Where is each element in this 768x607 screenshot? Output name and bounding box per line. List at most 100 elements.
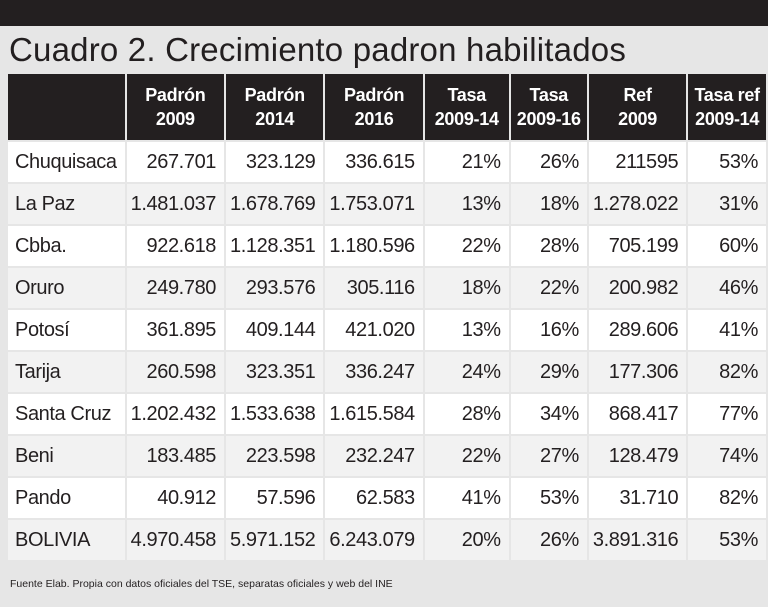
header-cell-tasa-2009-16: Tasa 2009-16: [510, 74, 587, 140]
value-cell: 40.912: [126, 478, 225, 518]
table-row: Chuquisaca 267.701 323.129 336.615 21% 2…: [8, 142, 766, 182]
table-row: Pando 40.912 57.596 62.583 41% 53% 31.71…: [8, 478, 766, 518]
value-cell: 18%: [424, 268, 509, 308]
value-cell: 82%: [688, 478, 766, 518]
value-cell: 34%: [510, 394, 587, 434]
value-cell: 5.971.152: [226, 520, 324, 560]
value-cell: 53%: [510, 478, 587, 518]
value-cell: 289.606: [588, 310, 687, 350]
header-cell-ref-2009: Ref 2009: [588, 74, 687, 140]
value-cell: 249.780: [126, 268, 225, 308]
region-cell: Pando: [8, 478, 125, 518]
value-cell: 1.481.037: [126, 184, 225, 224]
table-row: Oruro 249.780 293.576 305.116 18% 22% 20…: [8, 268, 766, 308]
header-cell-region: [8, 74, 125, 140]
value-cell: 3.891.316: [588, 520, 687, 560]
value-cell: 336.247: [325, 352, 423, 392]
region-cell: Beni: [8, 436, 125, 476]
value-cell: 13%: [424, 310, 509, 350]
value-cell: 305.116: [325, 268, 423, 308]
value-cell: 336.615: [325, 142, 423, 182]
value-cell: 41%: [688, 310, 766, 350]
value-cell: 6.243.079: [325, 520, 423, 560]
value-cell: 1.128.351: [226, 226, 324, 266]
value-cell: 183.485: [126, 436, 225, 476]
header-cell-padron-2016: Padrón 2016: [325, 74, 423, 140]
value-cell: 31%: [688, 184, 766, 224]
value-cell: 53%: [688, 142, 766, 182]
value-cell: 60%: [688, 226, 766, 266]
value-cell: 1.278.022: [588, 184, 687, 224]
value-cell: 13%: [424, 184, 509, 224]
value-cell: 28%: [424, 394, 509, 434]
region-cell: Oruro: [8, 268, 125, 308]
table-title: Cuadro 2. Crecimiento padron habilitados: [9, 31, 627, 68]
table-row: Tarija 260.598 323.351 336.247 24% 29% 1…: [8, 352, 766, 392]
value-cell: 22%: [510, 268, 587, 308]
growth-table: Padrón 2009 Padrón 2014 Padrón 2016 Tasa 200…: [6, 72, 768, 562]
source-note: Fuente Elab. Propia con datos oficiales …: [10, 578, 393, 590]
region-cell: BOLIVIA: [8, 520, 125, 560]
value-cell: 1.615.584: [325, 394, 423, 434]
value-cell: 922.618: [126, 226, 225, 266]
top-bar: [0, 0, 768, 26]
table-row: Santa Cruz 1.202.432 1.533.638 1.615.584…: [8, 394, 766, 434]
value-cell: 26%: [510, 142, 587, 182]
header-cell-padron-2009: Padrón 2009: [126, 74, 225, 140]
value-cell: 22%: [424, 436, 509, 476]
value-cell: 4.970.458: [126, 520, 225, 560]
header-cell-tasa-ref-2009-14: Tasa ref 2009-14: [688, 74, 766, 140]
value-cell: 1.180.596: [325, 226, 423, 266]
value-cell: 77%: [688, 394, 766, 434]
value-cell: 26%: [510, 520, 587, 560]
value-cell: 223.598: [226, 436, 324, 476]
value-cell: 62.583: [325, 478, 423, 518]
value-cell: 868.417: [588, 394, 687, 434]
region-cell: Potosí: [8, 310, 125, 350]
value-cell: 46%: [688, 268, 766, 308]
value-cell: 16%: [510, 310, 587, 350]
header-cell-tasa-2009-14: Tasa 2009-14: [424, 74, 509, 140]
value-cell: 82%: [688, 352, 766, 392]
value-cell: 18%: [510, 184, 587, 224]
value-cell: 41%: [424, 478, 509, 518]
value-cell: 232.247: [325, 436, 423, 476]
table-row-total: BOLIVIA 4.970.458 5.971.152 6.243.079 20…: [8, 520, 766, 560]
table-row: Beni 183.485 223.598 232.247 22% 27% 128…: [8, 436, 766, 476]
region-cell: La Paz: [8, 184, 125, 224]
value-cell: 27%: [510, 436, 587, 476]
value-cell: 211595: [588, 142, 687, 182]
region-cell: Chuquisaca: [8, 142, 125, 182]
table-row: Potosí 361.895 409.144 421.020 13% 16% 2…: [8, 310, 766, 350]
value-cell: 361.895: [126, 310, 225, 350]
value-cell: 28%: [510, 226, 587, 266]
region-cell: Tarija: [8, 352, 125, 392]
value-cell: 29%: [510, 352, 587, 392]
value-cell: 705.199: [588, 226, 687, 266]
header-row: Padrón 2009 Padrón 2014 Padrón 2016 Tasa 200…: [8, 74, 766, 140]
value-cell: 260.598: [126, 352, 225, 392]
value-cell: 31.710: [588, 478, 687, 518]
value-cell: 128.479: [588, 436, 687, 476]
value-cell: 409.144: [226, 310, 324, 350]
value-cell: 293.576: [226, 268, 324, 308]
value-cell: 1.202.432: [126, 394, 225, 434]
value-cell: 267.701: [126, 142, 225, 182]
value-cell: 323.351: [226, 352, 324, 392]
header-cell-padron-2014: Padrón 2014: [226, 74, 324, 140]
value-cell: 74%: [688, 436, 766, 476]
value-cell: 1.678.769: [226, 184, 324, 224]
value-cell: 24%: [424, 352, 509, 392]
value-cell: 177.306: [588, 352, 687, 392]
value-cell: 200.982: [588, 268, 687, 308]
table-row: Cbba. 922.618 1.128.351 1.180.596 22% 28…: [8, 226, 766, 266]
value-cell: 20%: [424, 520, 509, 560]
region-cell: Cbba.: [8, 226, 125, 266]
value-cell: 53%: [688, 520, 766, 560]
value-cell: 22%: [424, 226, 509, 266]
value-cell: 323.129: [226, 142, 324, 182]
region-cell: Santa Cruz: [8, 394, 125, 434]
value-cell: 1.753.071: [325, 184, 423, 224]
value-cell: 57.596: [226, 478, 324, 518]
value-cell: 421.020: [325, 310, 423, 350]
